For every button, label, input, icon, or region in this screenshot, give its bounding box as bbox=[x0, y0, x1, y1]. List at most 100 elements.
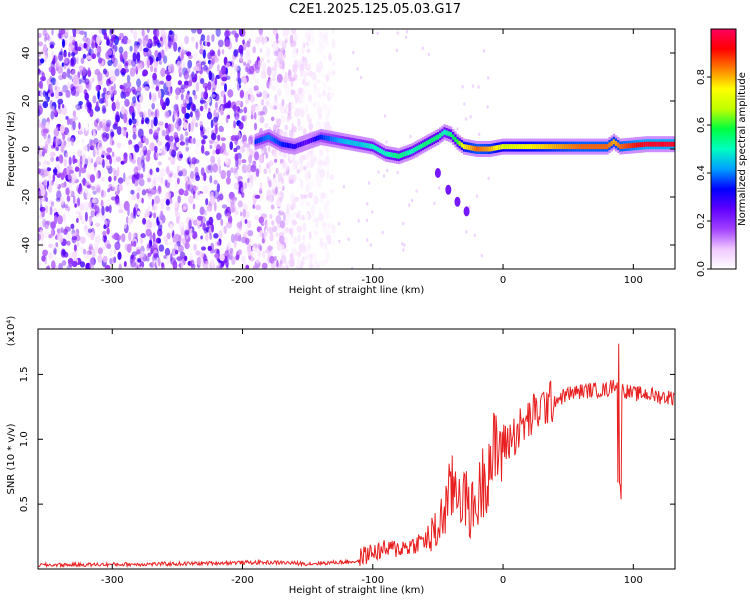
ridge-core bbox=[558, 144, 561, 150]
noise-blob bbox=[77, 197, 81, 207]
noise-blob bbox=[326, 234, 332, 242]
noise-blob bbox=[260, 251, 267, 260]
noise-blob bbox=[79, 30, 85, 35]
noise-blob bbox=[95, 184, 101, 191]
noise-blob bbox=[250, 104, 256, 113]
noise-blob bbox=[90, 210, 95, 218]
noise-blob bbox=[209, 61, 213, 69]
noise-blob bbox=[251, 246, 256, 254]
noise-blob bbox=[87, 183, 92, 189]
noise-blob bbox=[117, 251, 122, 260]
noise-blob bbox=[209, 175, 213, 184]
ridge-core bbox=[584, 144, 587, 150]
ridge-core bbox=[362, 142, 365, 148]
noise-blob bbox=[197, 29, 202, 35]
noise-blob bbox=[154, 109, 158, 118]
ridge-core bbox=[282, 142, 285, 147]
noise-blob bbox=[95, 35, 101, 45]
noise-blob bbox=[71, 177, 76, 185]
noise-blob bbox=[271, 220, 275, 226]
noise-blob bbox=[55, 242, 59, 248]
noise-blob bbox=[71, 251, 78, 259]
noise-blob bbox=[176, 256, 183, 261]
ridge-core bbox=[580, 144, 583, 150]
noise-blob bbox=[72, 110, 77, 118]
noise-blob bbox=[189, 252, 193, 261]
noise-blob bbox=[258, 154, 264, 164]
noise-blob bbox=[317, 93, 323, 98]
ridge-core bbox=[332, 136, 336, 142]
noise-blob bbox=[352, 50, 355, 55]
noise-blob bbox=[210, 259, 215, 267]
noise-blob bbox=[184, 35, 190, 45]
noise-blob bbox=[248, 38, 252, 44]
noise-blob bbox=[279, 182, 283, 190]
noise-blob bbox=[167, 39, 172, 48]
noise-blob bbox=[306, 48, 311, 54]
noise-blob bbox=[182, 99, 187, 106]
noise-blob bbox=[200, 129, 205, 138]
noise-blob bbox=[167, 39, 172, 50]
ridge-core bbox=[588, 144, 591, 150]
noise-blob bbox=[213, 233, 219, 239]
noise-blob bbox=[331, 37, 334, 47]
noise-blob bbox=[205, 165, 211, 174]
noise-blob bbox=[332, 61, 335, 66]
noise-blob bbox=[210, 155, 216, 164]
noise-blob bbox=[66, 68, 71, 79]
noise-blob bbox=[326, 212, 333, 219]
noise-blob bbox=[149, 243, 153, 249]
noise-blob bbox=[316, 79, 321, 84]
noise-blob bbox=[285, 103, 289, 111]
noise-blob bbox=[471, 84, 475, 88]
noise-blob bbox=[209, 195, 216, 206]
noise-blob bbox=[261, 262, 268, 269]
noise-blob bbox=[112, 57, 118, 68]
noise-blob bbox=[111, 167, 116, 173]
noise-blob bbox=[181, 238, 186, 245]
noise-blob bbox=[43, 36, 48, 42]
noise-blob bbox=[266, 176, 270, 184]
y-tick-label: 0.5 bbox=[19, 496, 30, 512]
noise-blob bbox=[280, 255, 287, 264]
ridge-core bbox=[269, 135, 272, 141]
noise-blob bbox=[280, 244, 285, 252]
ridge-core bbox=[317, 135, 321, 141]
noise-blob bbox=[165, 110, 172, 118]
noise-blob bbox=[170, 160, 175, 165]
noise-blob bbox=[291, 29, 297, 34]
noise-blob bbox=[221, 65, 227, 75]
noise-blob bbox=[238, 44, 244, 54]
noise-blob bbox=[82, 153, 86, 161]
noise-blob bbox=[113, 83, 116, 92]
noise-blob bbox=[95, 118, 100, 124]
noise-blob bbox=[79, 261, 86, 268]
noise-blob bbox=[224, 151, 229, 157]
noise-blob bbox=[106, 243, 112, 249]
noise-blob bbox=[172, 235, 176, 243]
noise-blob bbox=[145, 118, 150, 125]
noise-blob bbox=[402, 248, 405, 252]
noise-blob bbox=[377, 170, 380, 174]
branch-point bbox=[434, 168, 441, 178]
noise-blob bbox=[50, 201, 55, 207]
noise-blob bbox=[173, 104, 179, 111]
noise-blob bbox=[97, 247, 103, 255]
noise-blob bbox=[200, 91, 206, 100]
noise-blob bbox=[258, 29, 263, 35]
noise-blob bbox=[253, 85, 259, 92]
noise-blob bbox=[274, 123, 279, 133]
noise-blob bbox=[153, 129, 160, 137]
noise-blob bbox=[307, 192, 314, 199]
noise-blob bbox=[92, 148, 96, 158]
noise-blob bbox=[101, 105, 106, 114]
noise-blob bbox=[109, 128, 114, 139]
noise-blob bbox=[63, 140, 67, 148]
noise-blob bbox=[110, 75, 117, 82]
noise-blob bbox=[47, 200, 54, 205]
noise-blob bbox=[266, 222, 269, 230]
noise-blob bbox=[42, 128, 49, 134]
noise-blob bbox=[113, 89, 117, 95]
noise-blob bbox=[262, 90, 268, 100]
noise-blob bbox=[162, 32, 168, 37]
